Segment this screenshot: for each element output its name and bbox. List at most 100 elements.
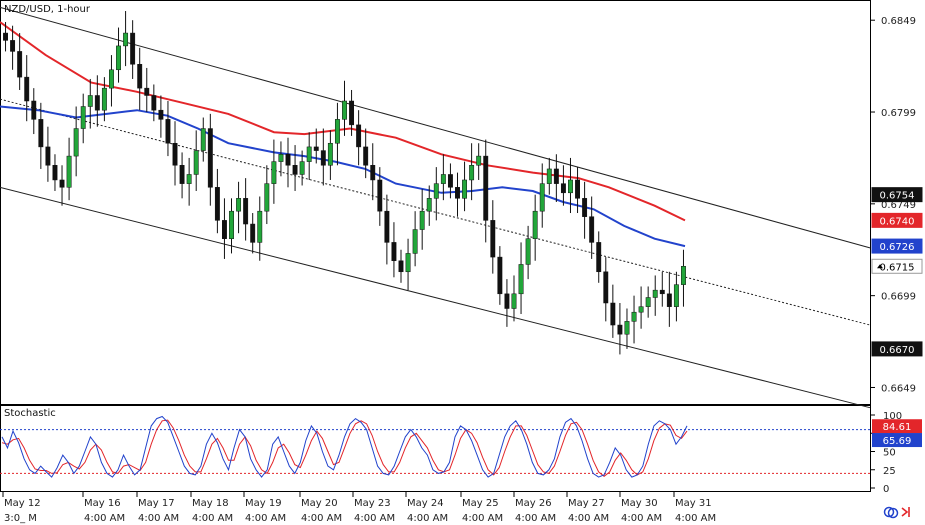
time-tick-date-4: May 19 [245, 498, 282, 509]
candle-body [370, 165, 376, 181]
candle-body [405, 253, 411, 273]
stoch-tick-label-0: 100 [883, 411, 902, 422]
price-tag-box-1 [871, 212, 923, 228]
stoch-tag-label-1: 65.69 [883, 436, 912, 447]
channel-line-1 [0, 98, 871, 326]
time-tick-hour-3: 4:00 AM [192, 513, 233, 524]
time-tick-hour-2: 4:00 AM [138, 513, 179, 524]
price-tick-label-1: 0.6799 [881, 108, 916, 119]
candle-body [172, 142, 178, 166]
candle-body [109, 69, 114, 89]
candle-body [518, 264, 524, 295]
candle-body [320, 150, 326, 166]
time-tick-date-12: May 31 [675, 498, 712, 509]
price-tag-box-0 [871, 187, 923, 203]
stoch-tick-label-3: 25 [883, 466, 896, 477]
candle-body [659, 289, 665, 295]
candle-body [158, 109, 164, 120]
candle-body [652, 289, 658, 298]
candle-body [419, 210, 425, 230]
candle-body [52, 165, 58, 181]
candle-body [24, 76, 30, 102]
time-tick-hour-1: 4:00 AM [84, 513, 125, 524]
time-tick-hour-0: 3:0_ M [4, 513, 37, 524]
candle-body [229, 210, 234, 239]
candle-body [681, 266, 686, 285]
price-axis: 0.6849 0.6799 0.6749 0.6699 0.6649 0.6754 0.67… [870, 16, 923, 394]
price-tick-label-4: 0.6649 [881, 383, 916, 394]
price-tag-label-2: 0.6726 [880, 242, 915, 253]
candle-body [617, 324, 623, 335]
candle-body [130, 32, 136, 65]
scroll-to-end-icon[interactable] [901, 507, 910, 517]
candle-body [17, 51, 23, 78]
time-tick-date-6: May 23 [354, 498, 391, 509]
candle-body [455, 187, 460, 199]
candle-body [476, 155, 482, 166]
candle-body [193, 150, 199, 175]
candle-body [306, 146, 312, 162]
candle-body [165, 119, 171, 144]
candle-body [10, 40, 16, 52]
price-tag-label-0: 0.6754 [880, 191, 915, 202]
stoch-tick-label-2: 50 [883, 448, 896, 459]
candle-body [384, 210, 390, 243]
time-tick-date-3: May 18 [192, 498, 229, 509]
candle-body [398, 260, 404, 273]
candle-body [469, 165, 475, 181]
candle-body [645, 297, 651, 307]
candle-body [94, 95, 100, 111]
candle-body [589, 216, 595, 243]
candle-body [342, 100, 347, 120]
price-tag-box-4 [871, 341, 923, 357]
candle-body [123, 32, 129, 47]
stochastic-k-line [1, 415, 688, 478]
candle-body [285, 154, 291, 166]
candle-body [3, 32, 8, 41]
candle-body [299, 161, 305, 175]
candle-body [313, 146, 319, 151]
time-tick-date-5: May 20 [301, 498, 338, 509]
candle-body [179, 165, 185, 184]
price-tick-label-0: 0.6849 [881, 16, 916, 27]
price-tag-arrow-icon [877, 264, 883, 269]
moving-averages [0, 21, 686, 248]
candle-body [137, 64, 143, 89]
candle-body [257, 210, 263, 243]
time-tick-date-2: May 17 [138, 498, 175, 509]
moving-average-line-1 [0, 105, 686, 248]
candle-body [236, 198, 242, 212]
candle-body [243, 198, 249, 225]
channel-lines [0, 6, 871, 409]
sync-icon[interactable] [883, 506, 899, 519]
time-tick-hour-4: 4:00 AM [245, 513, 286, 524]
candle-body [80, 106, 86, 129]
candle-body [144, 87, 150, 96]
candle-body [532, 210, 538, 239]
candle-body [447, 174, 453, 188]
candle-body [45, 146, 51, 166]
candle-body [490, 220, 496, 258]
stoch-tag-label-0: 84.61 [883, 422, 912, 433]
price-pane-frame [0, 0, 871, 405]
candle-body [497, 256, 503, 295]
time-tick-date-7: May 24 [407, 498, 444, 509]
stoch-tick-label-4: 0 [883, 484, 889, 495]
time-tick-date-8: May 25 [462, 498, 499, 509]
price-tick-label-2: 0.6749 [881, 200, 916, 211]
stochastic-lines [0, 415, 870, 478]
time-tick-hour-11: 4:00 AM [621, 513, 662, 524]
candle-body [292, 165, 298, 175]
price-tag-label-4: 0.6670 [880, 345, 915, 356]
channel-line-0 [0, 6, 871, 249]
candles [3, 11, 686, 355]
stochastic-pane-frame [0, 405, 871, 492]
candle-body [525, 238, 531, 265]
candle-body [278, 154, 284, 162]
candle-body [560, 183, 566, 194]
candle-body [433, 183, 439, 199]
candle-body [356, 124, 362, 148]
candle-body [596, 242, 602, 273]
